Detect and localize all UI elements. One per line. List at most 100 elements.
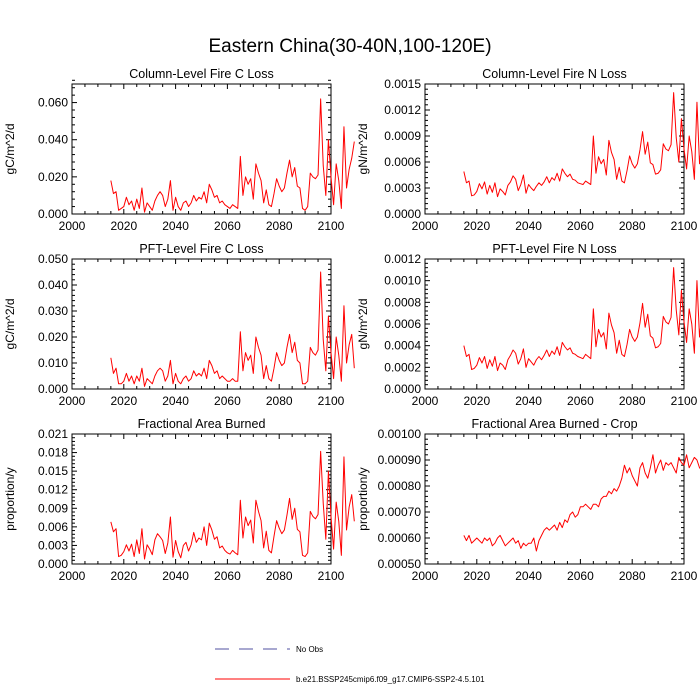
series-line xyxy=(110,271,355,387)
x-tick-label: 2020 xyxy=(110,394,137,408)
panel-fractional-area-burned-crop: Fractional Area Burned - Crop proportion/… xyxy=(356,417,700,583)
y-tick-label: 0.006 xyxy=(38,520,68,534)
y-tick-label: 0.0012 xyxy=(384,252,421,266)
legend: No Obs b.e21.BSSP245cmip6.f09_g17.CMIP6-… xyxy=(215,645,485,684)
x-tick-label: 2040 xyxy=(162,394,189,408)
y-tick-label: 0.00050 xyxy=(378,557,422,571)
y-tick-label: 0.0012 xyxy=(384,103,421,117)
y-tick-label: 0.0003 xyxy=(384,181,421,195)
panel-column-level-fire-n-loss: Column-Level Fire N Loss gN/m^2/d 2000 2020… xyxy=(356,67,700,233)
x-tick-label: 2080 xyxy=(619,569,646,583)
y-tick-label: 0.00100 xyxy=(378,427,422,441)
plot-frame xyxy=(71,83,332,215)
y-tick-label: 0.0006 xyxy=(384,155,421,169)
x-tick-label: 2040 xyxy=(515,219,542,233)
panel-title: PFT-Level Fire N Loss xyxy=(492,242,616,256)
y-tick-label: 0.040 xyxy=(38,133,68,147)
y-tick-label: 0.000 xyxy=(38,557,68,571)
y-tick-label: 0.021 xyxy=(38,427,68,441)
figure-title: Eastern China(30-40N,100-120E) xyxy=(208,36,491,57)
panel-title: Column-Level Fire N Loss xyxy=(482,67,627,81)
x-tick-label: 2060 xyxy=(214,219,241,233)
x-tick-label: 2000 xyxy=(59,569,86,583)
x-tick-label: 2020 xyxy=(463,394,490,408)
series-line xyxy=(463,454,700,552)
y-tick-label: 0.0009 xyxy=(384,129,421,143)
legend-series-label: b.e21.BSSP245cmip6.f09_g17.CMIP6-SSP2-4.… xyxy=(296,675,485,684)
panels-container: Column-Level Fire C Loss gC/m^2/d 2000 2020… xyxy=(3,67,700,583)
x-tick-label: 2060 xyxy=(567,569,594,583)
y-tick-label: 0.020 xyxy=(38,170,68,184)
x-tick-label: 2000 xyxy=(412,219,439,233)
y-tick-label: 0.0000 xyxy=(384,207,421,221)
y-tick-label: 0.009 xyxy=(38,501,68,515)
x-tick-label: 2060 xyxy=(567,394,594,408)
x-tick-label: 2080 xyxy=(619,394,646,408)
x-tick-label: 2100 xyxy=(671,219,698,233)
y-tick-label: 0.00070 xyxy=(378,505,422,519)
x-tick-label: 2040 xyxy=(515,394,542,408)
x-tick-label: 2100 xyxy=(318,394,345,408)
x-tick-label: 2100 xyxy=(318,569,345,583)
y-tick-label: 0.00090 xyxy=(378,453,422,467)
x-tick-label: 2100 xyxy=(671,394,698,408)
panel-fractional-area-burned: Fractional Area Burned proportion/y 2000 20… xyxy=(3,417,355,583)
x-tick-label: 2060 xyxy=(214,394,241,408)
x-tick-label: 2020 xyxy=(463,569,490,583)
legend-no-obs-label: No Obs xyxy=(296,645,323,654)
plot-frame xyxy=(71,258,332,390)
x-tick-label: 2040 xyxy=(162,219,189,233)
x-tick-label: 2100 xyxy=(318,219,345,233)
x-tick-label: 2080 xyxy=(266,394,293,408)
y-axis-label: proportion/y xyxy=(3,467,17,530)
plot-frame xyxy=(424,433,685,565)
y-axis-label: gN/m^2/d xyxy=(356,299,370,350)
y-tick-label: 0.030 xyxy=(38,304,68,318)
y-tick-label: 0.015 xyxy=(38,464,68,478)
y-tick-label: 0.0008 xyxy=(384,295,421,309)
x-tick-label: 2040 xyxy=(162,569,189,583)
x-tick-label: 2100 xyxy=(671,569,698,583)
y-tick-label: 0.003 xyxy=(38,538,68,552)
series-line xyxy=(463,267,700,372)
series-line xyxy=(110,450,355,560)
y-axis-label: gN/m^2/d xyxy=(356,124,370,175)
panel-title: Fractional Area Burned xyxy=(138,417,266,431)
x-tick-label: 2080 xyxy=(266,219,293,233)
panel-title: PFT-Level Fire C Loss xyxy=(139,242,263,256)
y-tick-label: 0.0010 xyxy=(384,274,421,288)
x-tick-label: 2000 xyxy=(412,569,439,583)
panel-column-level-fire-c-loss: Column-Level Fire C Loss gC/m^2/d 2000 2020… xyxy=(3,67,355,233)
y-tick-label: 0.0004 xyxy=(384,339,421,353)
series-line xyxy=(463,92,700,198)
plot-frame xyxy=(71,433,332,565)
x-tick-label: 2060 xyxy=(567,219,594,233)
x-tick-label: 2020 xyxy=(110,219,137,233)
y-tick-label: 0.00080 xyxy=(378,479,422,493)
y-tick-label: 0.00060 xyxy=(378,531,422,545)
y-tick-label: 0.0006 xyxy=(384,317,421,331)
y-tick-label: 0.0002 xyxy=(384,360,421,374)
y-tick-label: 0.0000 xyxy=(384,382,421,396)
x-tick-label: 2080 xyxy=(619,219,646,233)
y-tick-label: 0.018 xyxy=(38,446,68,460)
y-tick-label: 0.010 xyxy=(38,356,68,370)
y-tick-label: 0.020 xyxy=(38,330,68,344)
series-line xyxy=(110,98,355,213)
panel-title: Fractional Area Burned - Crop xyxy=(471,417,637,431)
y-axis-label: gC/m^2/d xyxy=(3,299,17,350)
panel-title: Column-Level Fire C Loss xyxy=(129,67,274,81)
y-tick-label: 0.0015 xyxy=(384,77,421,91)
y-axis-label: gC/m^2/d xyxy=(3,124,17,175)
x-tick-label: 2020 xyxy=(463,219,490,233)
x-tick-label: 2000 xyxy=(59,394,86,408)
y-tick-label: 0.060 xyxy=(38,96,68,110)
x-tick-label: 2060 xyxy=(214,569,241,583)
x-tick-label: 2080 xyxy=(266,569,293,583)
x-tick-label: 2040 xyxy=(515,569,542,583)
panel-pft-level-fire-n-loss: PFT-Level Fire N Loss gN/m^2/d 2000 2020 204… xyxy=(356,242,700,408)
plot-frame xyxy=(424,83,685,215)
x-tick-label: 2000 xyxy=(412,394,439,408)
x-tick-label: 2020 xyxy=(110,569,137,583)
